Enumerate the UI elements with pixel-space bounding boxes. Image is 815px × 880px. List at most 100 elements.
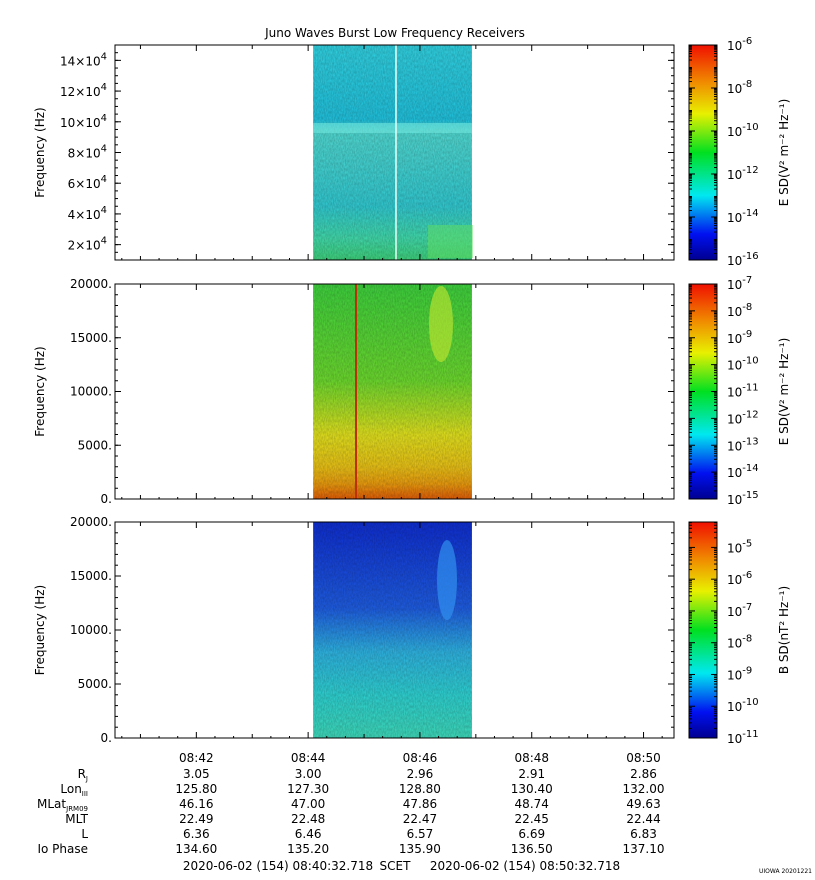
ephemeris-value: 136.50 bbox=[511, 842, 553, 856]
chart-title: Juno Waves Burst Low Frequency Receivers bbox=[264, 26, 525, 40]
ephemeris-label: MLatJRM09 bbox=[37, 797, 88, 813]
ephemeris-value: 6.36 bbox=[183, 827, 210, 841]
y-tick-label: 12×104 bbox=[60, 82, 107, 99]
colorbar-label: E SD(V² m⁻² Hz⁻¹) bbox=[777, 338, 791, 446]
y-tick-label: 15000. bbox=[70, 331, 112, 345]
y-tick-label: 14×104 bbox=[60, 51, 107, 68]
ephemeris-value: 22.44 bbox=[626, 812, 660, 826]
ephemeris-value: 6.46 bbox=[295, 827, 322, 841]
ephemeris-value: 135.20 bbox=[287, 842, 329, 856]
ephemeris-value: 46.16 bbox=[179, 797, 213, 811]
y-tick-label: 10000. bbox=[70, 385, 112, 399]
emission-patch bbox=[428, 225, 473, 258]
colorbar-tick-label: 10-8 bbox=[727, 79, 752, 96]
ephemeris-label: Io Phase bbox=[37, 842, 88, 856]
ephemeris-value: 49.63 bbox=[626, 797, 660, 811]
colorbar-tick-label: 10-7 bbox=[727, 275, 752, 292]
ephemeris-value: 135.90 bbox=[399, 842, 441, 856]
colorbar-tick-label: 10-14 bbox=[727, 463, 759, 480]
colorbar-tick-label: 10-8 bbox=[727, 302, 752, 319]
colorbar-tick-label: 10-8 bbox=[727, 634, 752, 651]
ephemeris-value: 128.80 bbox=[399, 782, 441, 796]
x-tick-label: 08:50 bbox=[626, 751, 661, 765]
y-tick-label: 20000. bbox=[70, 277, 112, 291]
emission-patch bbox=[437, 540, 457, 620]
colorbar-tick-label: 10-5 bbox=[727, 538, 752, 555]
y-tick-label: 0. bbox=[101, 731, 112, 745]
colorbar-tick-label: 10-12 bbox=[727, 409, 759, 426]
y-tick-label: 5000. bbox=[78, 438, 112, 452]
y-axis-label: Frequency (Hz) bbox=[33, 585, 47, 676]
ephemeris-value: 132.00 bbox=[623, 782, 665, 796]
colorbar-tick-label: 10-11 bbox=[727, 383, 759, 400]
colorbar-tick-label: 10-6 bbox=[727, 36, 752, 53]
ephemeris-value: 6.57 bbox=[407, 827, 434, 841]
y-tick-label: 5000. bbox=[78, 677, 112, 691]
ephemeris-label: MLT bbox=[65, 812, 88, 826]
colorbar-tick-label: 10-9 bbox=[727, 329, 752, 346]
colorbar-tick-label: 10-10 bbox=[727, 697, 759, 714]
colorbar bbox=[689, 45, 717, 260]
y-tick-label: 4×104 bbox=[68, 205, 107, 222]
ephemeris-value: 137.10 bbox=[623, 842, 665, 856]
colorbar-tick-label: 10-10 bbox=[727, 356, 759, 373]
y-tick-label: 6×104 bbox=[68, 174, 107, 191]
ephemeris-value: 2.86 bbox=[630, 767, 657, 781]
ephemeris-value: 6.83 bbox=[630, 827, 657, 841]
colorbar-tick-label: 10-10 bbox=[727, 122, 759, 139]
ephemeris-value: 6.69 bbox=[518, 827, 545, 841]
ephemeris-value: 22.47 bbox=[403, 812, 437, 826]
ephemeris-label: L bbox=[81, 827, 88, 841]
ephemeris-value: 127.30 bbox=[287, 782, 329, 796]
ephemeris-value: 134.60 bbox=[175, 842, 217, 856]
y-tick-label: 10000. bbox=[70, 623, 112, 637]
colorbar-tick-label: 10-6 bbox=[727, 570, 752, 587]
spectrogram-panel-3: 0. 5000. 10000. 15000. 20000. Frequency (Hz) 1… bbox=[33, 515, 791, 746]
spectrogram-panel-2: 0. 5000. 10000. 15000. 20000. Frequency (Hz) 1… bbox=[33, 275, 791, 507]
spectral-band bbox=[313, 123, 472, 133]
colorbar-tick-label: 10-14 bbox=[727, 208, 759, 225]
colorbar-frame bbox=[688, 44, 718, 261]
colorbar-tick-label: 10-16 bbox=[727, 251, 759, 268]
colorbar-tick-label: 10-13 bbox=[727, 436, 759, 453]
y-tick-label: 20000. bbox=[70, 515, 112, 529]
colorbar-frame bbox=[688, 521, 718, 739]
ephemeris-value: 22.48 bbox=[291, 812, 325, 826]
y-tick-label: 10×104 bbox=[60, 113, 107, 130]
ephemeris-label: LonIII bbox=[60, 782, 88, 798]
spectrogram-panel-1: 2×104 4×104 6×104 8×104 10×104 12×104 14×104 Fr… bbox=[33, 36, 791, 268]
ephemeris-value: 2.96 bbox=[407, 767, 434, 781]
y-axis-label: Frequency (Hz) bbox=[33, 346, 47, 437]
ephemeris-label: RJ bbox=[78, 767, 88, 783]
start-time-label: 2020-06-02 (154) 08:40:32.718 bbox=[183, 859, 373, 873]
y-tick-label: 2×104 bbox=[68, 236, 107, 253]
x-tick-label: 08:42 bbox=[179, 751, 214, 765]
colorbar-tick-label: 10-9 bbox=[727, 665, 752, 682]
end-time-label: 2020-06-02 (154) 08:50:32.718 bbox=[430, 859, 620, 873]
x-tick-label: 08:46 bbox=[403, 751, 438, 765]
colorbar-tick-label: 10-15 bbox=[727, 490, 759, 507]
y-tick-label: 15000. bbox=[70, 569, 112, 583]
ephemeris-value: 48.74 bbox=[515, 797, 549, 811]
ephemeris-value: 125.80 bbox=[175, 782, 217, 796]
ephemeris-value: 130.40 bbox=[511, 782, 553, 796]
colorbar-tick-label: 10-11 bbox=[727, 729, 759, 746]
ephemeris-value: 22.49 bbox=[179, 812, 213, 826]
y-tick-label: 8×104 bbox=[68, 144, 107, 161]
emission-patch bbox=[429, 286, 453, 362]
colorbar-label: E SD(V² m⁻² Hz⁻¹) bbox=[777, 99, 791, 207]
ephemeris-value: 47.00 bbox=[291, 797, 325, 811]
x-tick-label: 08:44 bbox=[291, 751, 326, 765]
x-tick-label: 08:48 bbox=[514, 751, 549, 765]
ephemeris-value: 3.00 bbox=[295, 767, 322, 781]
spectrogram-noise bbox=[313, 45, 472, 260]
scet-label: SCET bbox=[380, 859, 412, 873]
ephemeris-value: 47.86 bbox=[403, 797, 437, 811]
colorbar-tick-label: 10-12 bbox=[727, 165, 759, 182]
ephemeris-value: 2.91 bbox=[518, 767, 545, 781]
ephemeris-value: 3.05 bbox=[183, 767, 210, 781]
credit-label: UIOWA 20201221 bbox=[759, 868, 812, 875]
ephemeris-value: 22.45 bbox=[515, 812, 549, 826]
colorbar-tick-label: 10-7 bbox=[727, 602, 752, 619]
